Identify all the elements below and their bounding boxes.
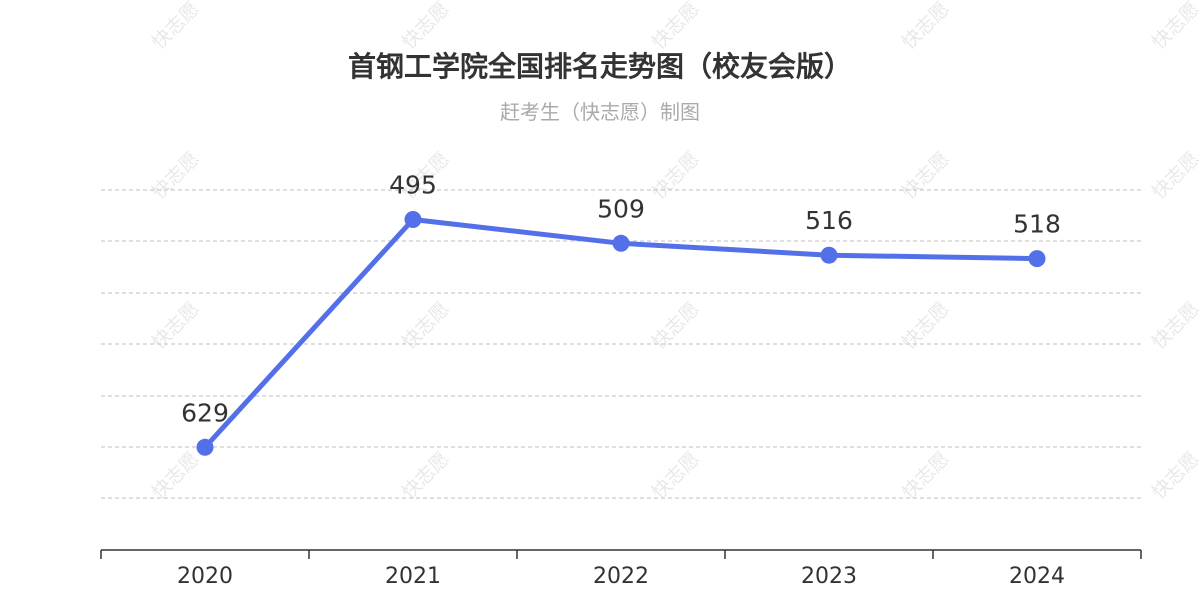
watermark-text: 快志愿: [148, 148, 204, 204]
watermark-text: 快志愿: [898, 298, 954, 354]
data-point[interactable]: [404, 211, 422, 228]
data-label: 629: [181, 398, 229, 427]
watermark-text: 快志愿: [648, 298, 704, 354]
x-axis: 2020 2021 2022 2023 2024: [100, 549, 1142, 589]
watermark-text: 快志愿: [398, 0, 454, 54]
watermark-text: 快志愿: [648, 448, 704, 504]
data-labels: 629 495 509 516 518: [181, 171, 1061, 428]
watermark-text: 快志愿: [648, 148, 704, 204]
watermark-text: 快志愿: [898, 448, 954, 504]
watermark-text: 快志愿: [148, 298, 204, 354]
data-label: 509: [597, 194, 645, 223]
data-point[interactable]: [196, 438, 214, 456]
watermark-text: 快志愿: [1148, 448, 1200, 504]
x-tick-label: 2022: [593, 564, 649, 589]
watermark-text: 快志愿: [898, 0, 954, 54]
watermark-text: 快志愿: [148, 448, 204, 504]
chart-title: 首钢工学院全国排名走势图（校友会版）: [348, 50, 852, 83]
data-point[interactable]: [820, 246, 838, 264]
chart-subtitle: 赶考生（快志愿）制图: [500, 100, 700, 124]
x-tick-label: 2020: [177, 564, 233, 589]
watermark-text: 快志愿: [398, 448, 454, 504]
x-tick-label: 2023: [801, 564, 857, 589]
watermark-text: 快志愿: [1148, 298, 1200, 354]
watermark-text: 快志愿: [1148, 148, 1200, 204]
watermark-text: 快志愿: [1148, 0, 1200, 54]
data-label: 495: [389, 171, 437, 200]
watermark-text: 快志愿: [398, 298, 454, 354]
data-point[interactable]: [1028, 250, 1046, 268]
watermark-text: 快志愿: [898, 148, 954, 204]
watermark-text: 快志愿: [148, 0, 204, 54]
x-tick-label: 2024: [1009, 564, 1065, 589]
series-line: [196, 211, 1046, 456]
data-point[interactable]: [612, 234, 630, 252]
x-tick-label: 2021: [385, 564, 441, 589]
watermark-text: 快志愿: [648, 0, 704, 54]
data-label: 516: [805, 206, 853, 235]
data-label: 518: [1013, 210, 1061, 239]
